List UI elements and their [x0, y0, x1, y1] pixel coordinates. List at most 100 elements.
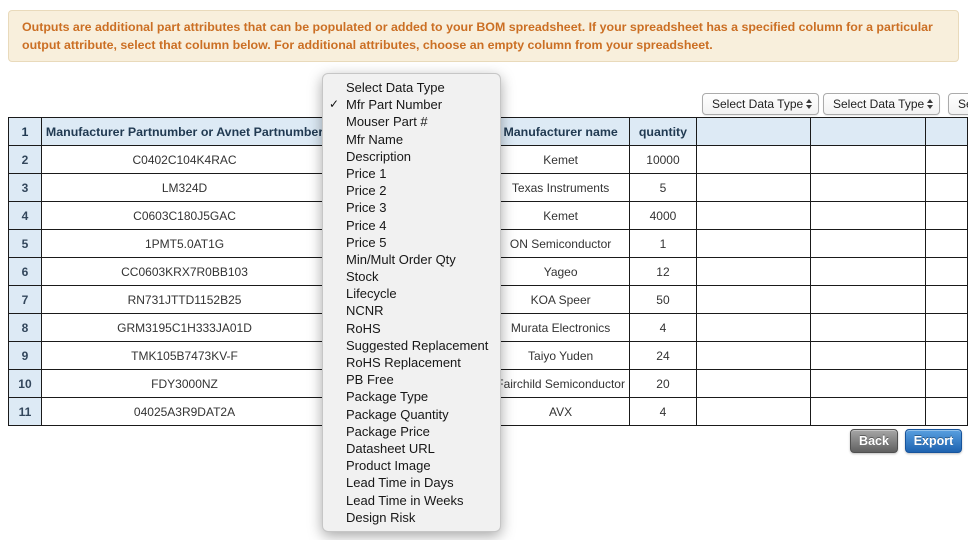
- part-number-cell: RN731JTTD1152B25: [40, 285, 329, 314]
- output-cell: [925, 257, 968, 286]
- menu-item-label: Suggested Replacement: [346, 337, 489, 353]
- output-cell: [695, 285, 812, 314]
- data-type-menu-item[interactable]: Price 5: [323, 234, 500, 251]
- data-type-menu-item[interactable]: Product Image: [323, 457, 500, 474]
- data-type-menu-item[interactable]: Mfr Name: [323, 131, 500, 148]
- output-cell: [810, 229, 927, 258]
- quantity-cell: 12: [628, 257, 697, 286]
- data-type-menu-list: Select Data Type ✓ Mfr Part Number Mouser P…: [322, 73, 501, 532]
- quantity-cell: 4000: [628, 201, 697, 230]
- quantity-cell: 24: [628, 341, 697, 370]
- menu-item-label: Description: [346, 148, 412, 164]
- export-button[interactable]: Export: [905, 429, 962, 453]
- manufacturer-cell: Yageo: [491, 257, 630, 286]
- data-type-menu-item[interactable]: Price 2: [323, 182, 500, 199]
- quantity-cell: 10000: [628, 145, 697, 174]
- menu-item-label: Datasheet URL: [346, 440, 435, 456]
- output-cell: [810, 257, 927, 286]
- data-type-menu-item[interactable]: RoHS Replacement: [323, 354, 500, 371]
- data-type-menu-item[interactable]: Description: [323, 148, 500, 165]
- data-type-menu-item[interactable]: Package Type: [323, 388, 500, 405]
- quantity-cell: 4: [628, 313, 697, 342]
- back-button[interactable]: Back: [850, 429, 898, 453]
- part-number-cell: C0402C104K4RAC: [40, 145, 329, 174]
- output-column-header: [810, 117, 927, 146]
- output-cell: [810, 201, 927, 230]
- manufacturer-cell: Kemet: [491, 201, 630, 230]
- data-type-menu-item[interactable]: Datasheet URL: [323, 440, 500, 457]
- row-number-cell: 11: [8, 397, 42, 426]
- data-type-menu-item[interactable]: RoHS: [323, 320, 500, 337]
- output-cell: [695, 341, 812, 370]
- output-column-header: [925, 117, 968, 146]
- row-number-cell: 7: [8, 285, 42, 314]
- menu-item-label: Lead Time in Weeks: [346, 492, 464, 508]
- menu-item-label: NCNR: [346, 303, 384, 319]
- data-type-menu-item[interactable]: NCNR: [323, 302, 500, 319]
- output-cell: [695, 313, 812, 342]
- output-cell: [810, 313, 927, 342]
- data-type-menu-item[interactable]: Mouser Part #: [323, 113, 500, 130]
- menu-item-label: PB Free: [346, 372, 394, 388]
- data-type-menu-item[interactable]: Lead Time in Days: [323, 474, 500, 491]
- row-number-cell: 5: [8, 229, 42, 258]
- part-number-cell: CC0603KRX7R0BB103: [40, 257, 329, 286]
- output-cell: [925, 201, 968, 230]
- menu-item-label: Stock: [346, 269, 379, 285]
- bom-table-body: 2 C0402C104K4RAC Kemet 10000 3 LM324D Texas In…: [8, 145, 968, 426]
- manufacturer-cell: AVX: [491, 397, 630, 426]
- data-type-menu-item[interactable]: Design Risk: [323, 509, 500, 526]
- menu-item-label: Price 5: [346, 234, 387, 250]
- output-cell: [695, 369, 812, 398]
- quantity-column-header: quantity: [628, 117, 697, 146]
- row-number-header: 1: [8, 117, 42, 146]
- data-type-menu-item[interactable]: Select Data Type: [323, 79, 500, 96]
- column-data-type-select-1[interactable]: Select Data Type: [702, 93, 819, 115]
- manufacturer-cell: Fairchild Semiconductor: [491, 369, 630, 398]
- part-number-cell: GRM3195C1H333JA01D: [40, 313, 329, 342]
- data-type-menu-item[interactable]: ✓ Mfr Part Number: [323, 96, 500, 113]
- manufacturer-column-header: Manufacturer name: [491, 117, 630, 146]
- data-type-menu-item[interactable]: Stock: [323, 268, 500, 285]
- output-cell: [810, 397, 927, 426]
- menu-item-label: Price 4: [346, 217, 387, 233]
- menu-item-label: Select Data Type: [346, 80, 445, 95]
- data-type-menu-item[interactable]: Package Price: [323, 423, 500, 440]
- menu-item-label: Package Type: [346, 389, 429, 405]
- row-number-cell: 4: [8, 201, 42, 230]
- data-type-menu-item[interactable]: PB Free: [323, 371, 500, 388]
- output-cell: [925, 229, 968, 258]
- data-type-menu-item[interactable]: Min/Mult Order Qty: [323, 251, 500, 268]
- output-cell: [695, 145, 812, 174]
- output-cell: [810, 369, 927, 398]
- menu-item-label: Lead Time in Days: [346, 475, 454, 491]
- quantity-cell: 50: [628, 285, 697, 314]
- column-data-type-select-2[interactable]: Select Data Type: [823, 93, 940, 115]
- select-arrows-icon: [806, 99, 812, 109]
- data-type-menu-item[interactable]: Lifecycle: [323, 285, 500, 302]
- quantity-cell: 20: [628, 369, 697, 398]
- data-type-menu-item[interactable]: Price 3: [323, 199, 500, 216]
- output-cell: [695, 173, 812, 202]
- output-cell: [925, 397, 968, 426]
- quantity-cell: 5: [628, 173, 697, 202]
- data-type-menu-item[interactable]: Package Quantity: [323, 406, 500, 423]
- quantity-cell: 1: [628, 229, 697, 258]
- output-column-header: [695, 117, 812, 146]
- output-cell: [695, 397, 812, 426]
- output-cell: [925, 369, 968, 398]
- select-arrows-icon: [927, 99, 933, 109]
- menu-item-label: Price 3: [346, 200, 387, 216]
- select-value: Select Data Type: [712, 97, 804, 111]
- menu-item-label: Lifecycle: [346, 286, 397, 302]
- menu-item-label: Price 2: [346, 183, 387, 199]
- menu-item-label: RoHS Replacement: [346, 355, 461, 370]
- data-type-menu-item[interactable]: Lead Time in Weeks: [323, 492, 500, 509]
- column-data-type-select-3[interactable]: Select Data Type: [948, 93, 968, 115]
- output-cell: [810, 145, 927, 174]
- data-type-menu-item[interactable]: Price 1: [323, 165, 500, 182]
- data-type-menu-item[interactable]: Price 4: [323, 217, 500, 234]
- part-number-cell: FDY3000NZ: [40, 369, 329, 398]
- row-number-cell: 9: [8, 341, 42, 370]
- data-type-menu-item[interactable]: Suggested Replacement: [323, 337, 500, 354]
